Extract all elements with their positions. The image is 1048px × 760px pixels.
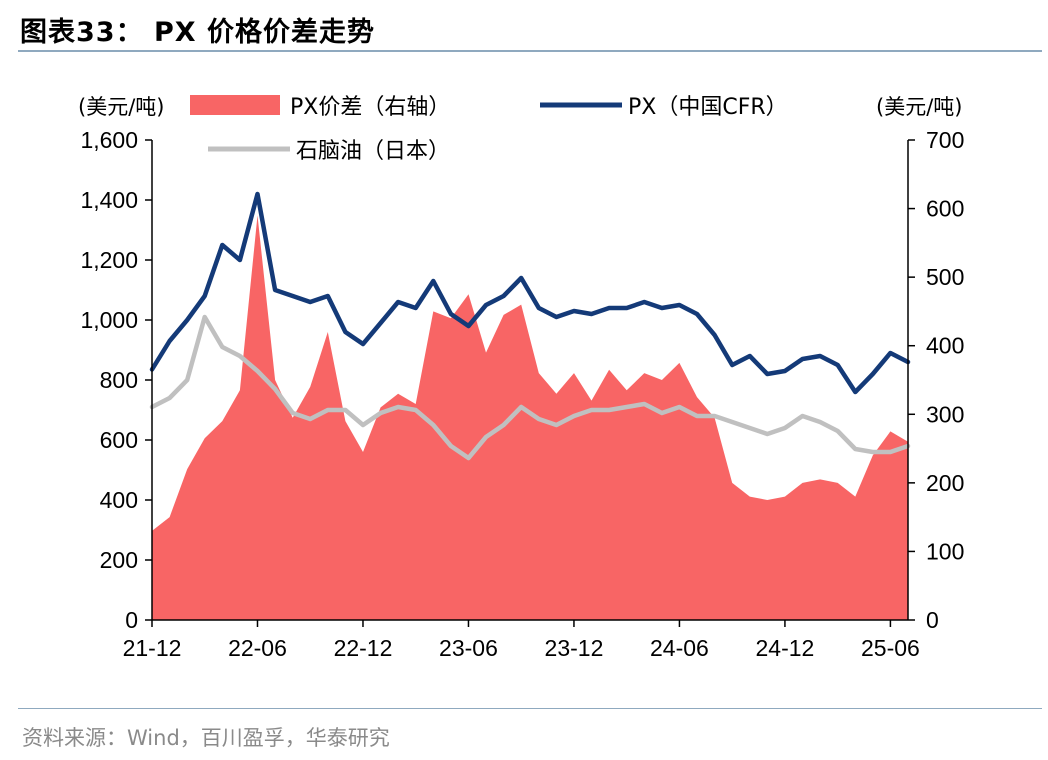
- x-tick-label: 22-12: [334, 635, 393, 661]
- source-rule: [18, 708, 1042, 709]
- left-tick-label: 800: [100, 367, 138, 393]
- left-tick-label: 600: [100, 427, 138, 453]
- x-tick-label: 23-12: [545, 635, 604, 661]
- right-tick-label: 400: [926, 333, 964, 359]
- right-tick-label: 200: [926, 470, 964, 496]
- right-axis-unit: (美元/吨): [876, 95, 962, 119]
- chart-svg: 0 200 400 600 800 1,000 1,200 1,400 1,600 0 100 200…: [78, 95, 964, 661]
- left-tick-label: 1,200: [80, 247, 138, 273]
- x-tick-label: 21-12: [123, 635, 182, 661]
- x-tick-label: 25-06: [861, 635, 920, 661]
- legend-label-spread: PX价差（右轴）: [290, 95, 450, 120]
- x-tick-label: 22-06: [228, 635, 287, 661]
- left-tick-label: 400: [100, 487, 138, 513]
- right-tick-label: 500: [926, 264, 964, 290]
- legend-label-naphtha: 石脑油（日本）: [296, 139, 450, 164]
- legend-swatch-spread: [190, 95, 280, 115]
- x-tick-label: 24-12: [756, 635, 815, 661]
- title-rule: [18, 50, 1042, 52]
- left-tick-label: 200: [100, 547, 138, 573]
- left-tick-label: 0: [125, 607, 138, 633]
- right-tick-label: 600: [926, 196, 964, 222]
- series-area-px-spread: [152, 215, 908, 620]
- price-line-layer: [149, 191, 911, 461]
- x-tick-label: 23-06: [439, 635, 498, 661]
- right-tick-label: 700: [926, 127, 964, 153]
- right-tick-label: 100: [926, 538, 964, 564]
- left-tick-label: 1,000: [80, 307, 138, 333]
- left-tick-label: 1,400: [80, 187, 138, 213]
- legend: PX价差（右轴） PX（中国CFR） 石脑油（日本）: [190, 95, 788, 164]
- x-tick-label: 24-06: [650, 635, 709, 661]
- right-tick-label: 300: [926, 401, 964, 427]
- source-note: 资料来源：Wind，百川盈孚，华泰研究: [22, 726, 390, 750]
- spread-area-layer: [152, 215, 908, 620]
- right-tick-label: 0: [926, 607, 939, 633]
- legend-label-px: PX（中国CFR）: [628, 95, 788, 120]
- series-line-naphtha-japan: [149, 314, 911, 461]
- left-axis-unit: (美元/吨): [78, 95, 164, 119]
- chart-title: 图表33： PX 价格价差走势: [20, 17, 375, 48]
- axes-layer: 0 200 400 600 800 1,000 1,200 1,400 1,600 0 100 200…: [80, 127, 964, 661]
- left-tick-label: 1,600: [80, 127, 138, 153]
- series-line-px-cfr: [149, 191, 911, 395]
